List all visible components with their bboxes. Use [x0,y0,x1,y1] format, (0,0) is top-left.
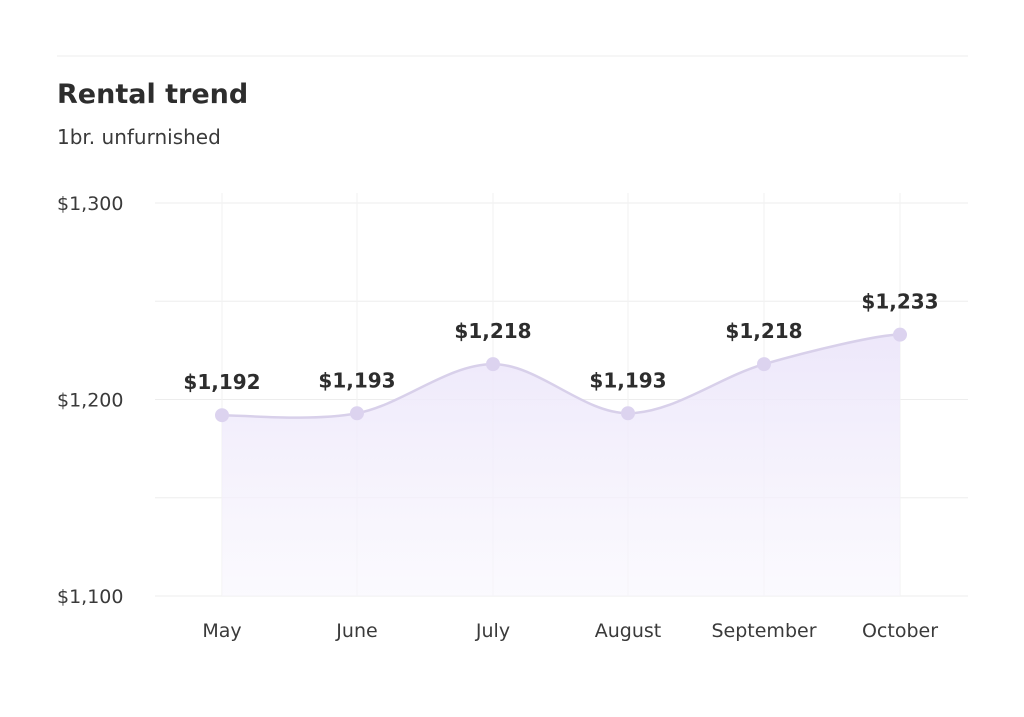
x-tick-label: June [335,620,377,642]
x-axis: May June July August September October [202,620,938,642]
chart-title: Rental trend [57,79,248,110]
data-point [757,357,771,372]
chart-subtitle: 1br. unfurnished [57,125,221,149]
data-label: $1,193 [318,368,395,392]
x-tick-label: October [862,620,938,642]
data-point [350,406,364,421]
data-labels: $1,192 $1,193 $1,218 $1,193 $1,218 $1,233 [183,290,938,395]
y-tick-label: $1,300 [57,193,123,215]
data-label: $1,193 [589,368,666,392]
data-label: $1,218 [454,319,531,343]
data-points [215,327,907,423]
series-line [221,333,901,419]
data-label: $1,192 [183,370,260,394]
series-rent [221,333,901,596]
x-tick-label: July [475,620,510,642]
data-point [215,408,229,423]
y-tick-label: $1,100 [57,586,123,608]
x-tick-label: August [595,620,662,642]
data-point [621,406,635,421]
data-point [486,357,500,372]
y-axis: $1,100 $1,200 $1,300 [57,193,123,608]
data-label: $1,218 [725,319,802,343]
data-label: $1,233 [861,290,938,314]
x-tick-label: May [202,620,241,642]
y-tick-label: $1,200 [57,390,123,412]
data-point [893,327,907,342]
area-fill [222,334,900,596]
x-tick-label: September [711,620,816,642]
